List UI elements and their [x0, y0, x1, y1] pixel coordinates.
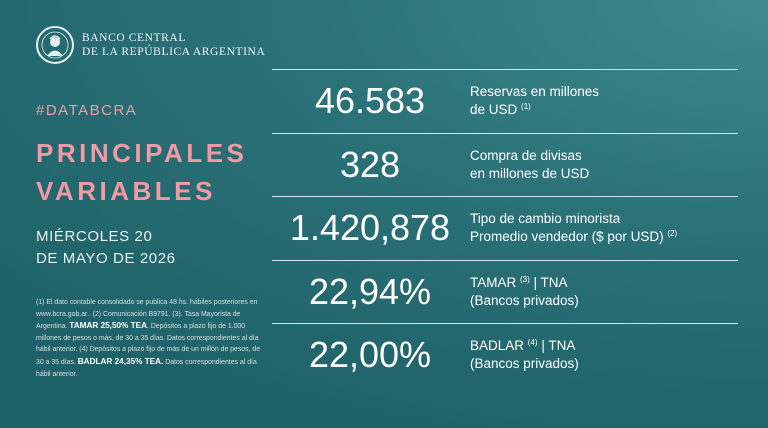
metric-value: 1.420,878: [289, 207, 451, 249]
metric-label-line2: (Bancos privados): [470, 356, 579, 372]
metric-label-line1: Compra de divisas: [470, 147, 582, 163]
brand-line1: BANCO CENTRAL: [82, 32, 186, 44]
metrics-table: 46.583 Reservas en millones de USD (1) 3…: [272, 69, 738, 387]
metric-value: 328: [339, 143, 401, 185]
metric-label-line1: BADLAR: [470, 338, 525, 354]
metric-row-tamar: 22,94% TAMAR (3) | TNA (Bancos privados): [272, 261, 738, 324]
hashtag: #DATABCRA: [36, 102, 138, 119]
metric-label: Tipo de cambio minorista Promedio vended…: [468, 210, 677, 246]
metric-value: 22,94%: [308, 270, 432, 312]
divider: [272, 259, 738, 261]
divider: [272, 69, 738, 70]
divider: [272, 132, 738, 134]
metric-label: Reservas en millones de USD (1): [468, 83, 599, 119]
title-line1: PRINCIPALES: [36, 138, 248, 168]
footnote-ref: (4): [527, 338, 538, 348]
date: MIÉRCOLES 20 DE MAYO DE 2026: [36, 226, 176, 270]
footnote-badlar-rate: BADLAR 24,35% TEA.: [77, 356, 164, 366]
footnote-tamar-rate: TAMAR 25,50% TEA: [69, 321, 147, 331]
metric-label-suffix: | TNA: [537, 338, 576, 354]
footnotes: (1) El dato contable consolidado se publ…: [36, 297, 268, 380]
metric-label: BADLAR (4) | TNA (Bancos privados): [468, 337, 579, 373]
title-line2: VARIABLES: [36, 176, 216, 206]
metric-row-tipo-cambio: 1.420,878 Tipo de cambio minorista Prome…: [272, 197, 738, 260]
metric-label-line2: en millones de USD: [470, 165, 590, 181]
footnote-ref: (1): [521, 102, 531, 112]
footnote-text-1: (1) El dato contable consolidado se publ…: [36, 299, 258, 331]
footnote-ref: (2): [667, 229, 678, 239]
bcra-logo: BANCO CENTRAL DE LA REPÚBLICA ARGENTINA: [36, 26, 265, 64]
metric-value: 22,00%: [308, 334, 432, 376]
divider: [272, 323, 738, 324]
metric-row-compra-divisas: 328 Compra de divisas en millones de USD: [272, 134, 738, 197]
metric-label-line1: TAMAR: [470, 274, 517, 290]
date-line1: MIÉRCOLES 20: [36, 228, 153, 245]
brand-line2: DE LA REPÚBLICA ARGENTINA: [82, 46, 266, 58]
metric-label: TAMAR (3) | TNA (Bancos privados): [468, 274, 579, 310]
date-line2: DE MAYO DE 2026: [36, 250, 176, 267]
metric-label-line1: Tipo de cambio minorista: [470, 211, 621, 227]
metric-value: 46.583: [314, 80, 426, 122]
bcra-seal-icon: [36, 26, 74, 64]
brand-name: BANCO CENTRAL DE LA REPÚBLICA ARGENTINA: [82, 31, 265, 59]
footnote-text-2: . Depósitos a plazo fijo de 1.000 millon…: [36, 323, 261, 366]
footnote-ref: (3): [520, 274, 530, 284]
metric-row-badlar: 22,00% BADLAR (4) | TNA (Bancos privados…: [272, 324, 738, 387]
metric-label: Compra de divisas en millones de USD: [468, 147, 589, 183]
page-title: PRINCIPALES VARIABLES: [36, 134, 247, 210]
footnote-text-3: Datos correspondientes al día hábil ante…: [36, 358, 257, 378]
metric-row-reservas: 46.583 Reservas en millones de USD (1): [272, 70, 738, 133]
metric-label-line2: (Bancos privados): [470, 292, 579, 308]
divider: [272, 196, 738, 197]
metric-label-suffix: | TNA: [529, 274, 568, 290]
metric-label-line2: de USD: [470, 102, 518, 118]
metric-label-line2: Promedio vendedor ($ por USD): [470, 229, 664, 245]
metric-label-line1: Reservas en millones: [470, 84, 600, 100]
